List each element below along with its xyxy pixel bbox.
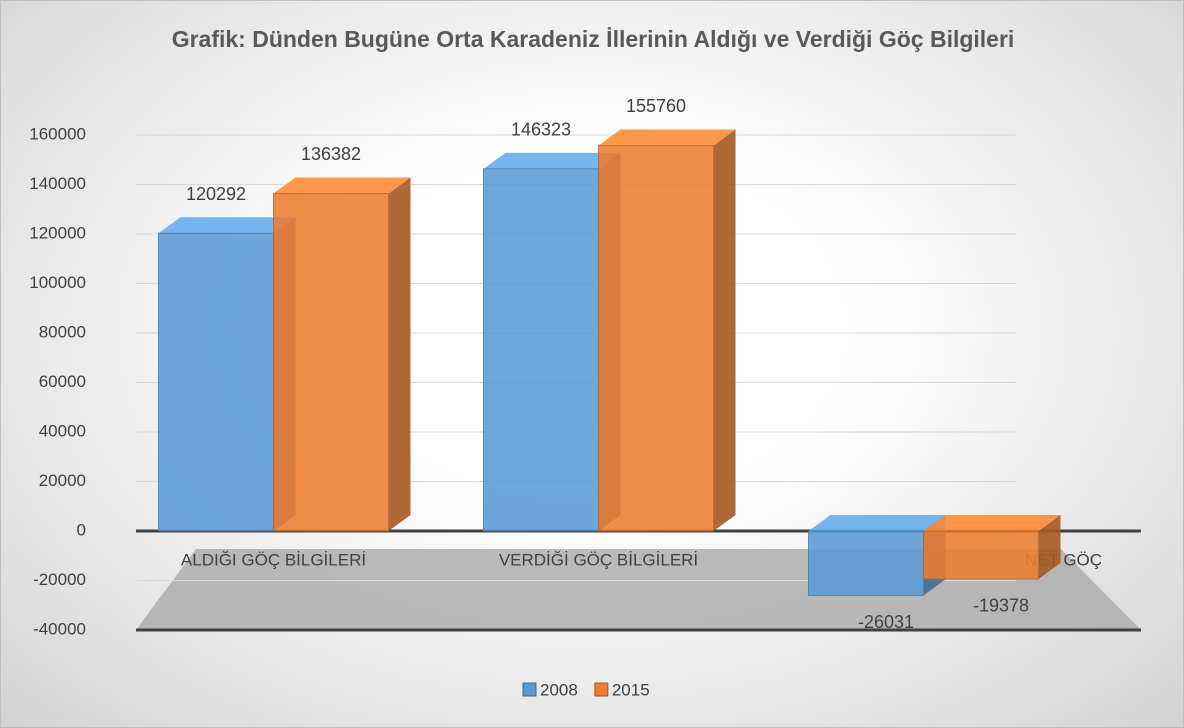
x-tick-label: VERDİĞİ GÖÇ BİLGİLERİ [499,550,698,569]
y-tick-label: 120000 [29,223,86,242]
data-label: 146323 [511,120,571,140]
y-tick-label: 40000 [39,421,86,440]
x-tick-label: ALDIĞI GÖÇ BİLGİLERİ [181,550,366,569]
bar-side [1038,515,1061,579]
data-label: -19378 [973,596,1029,616]
bar-top [598,129,736,146]
data-label: 155760 [626,96,686,116]
bar-side [713,129,736,531]
bar-side [388,177,411,532]
bar-top [483,152,621,169]
chart-title: Grafik: Dünden Bugüne Orta Karadeniz İll… [171,26,1015,52]
bar-front [808,530,924,596]
data-label: 120292 [186,184,246,204]
bar [273,177,411,532]
legend-label: 2015 [612,680,650,699]
y-tick-label: 60000 [39,372,86,391]
bar-top [273,177,411,194]
y-tick-label: 0 [77,520,86,539]
legend-label: 2008 [540,680,578,699]
y-tick-label: 20000 [39,471,86,490]
bar-front [483,168,599,532]
legend-swatch [522,682,537,697]
data-label: -26031 [858,612,914,632]
bar-top [158,217,296,234]
y-tick-label: 80000 [39,322,86,341]
bar-front [923,530,1039,580]
y-tick-label: 140000 [29,174,86,193]
bar-top [808,515,946,531]
bar-front [158,232,274,532]
data-label: 136382 [301,144,361,164]
y-tick-label: 160000 [29,124,86,143]
bar-front [273,192,389,532]
bar [598,129,736,532]
y-tick-label: -20000 [33,570,86,589]
bar-front [598,144,714,532]
bar-top [923,515,1061,531]
y-tick-label: 100000 [29,273,86,292]
legend-swatch [594,682,609,697]
y-tick-label: -40000 [33,619,86,638]
bar [923,515,1061,580]
